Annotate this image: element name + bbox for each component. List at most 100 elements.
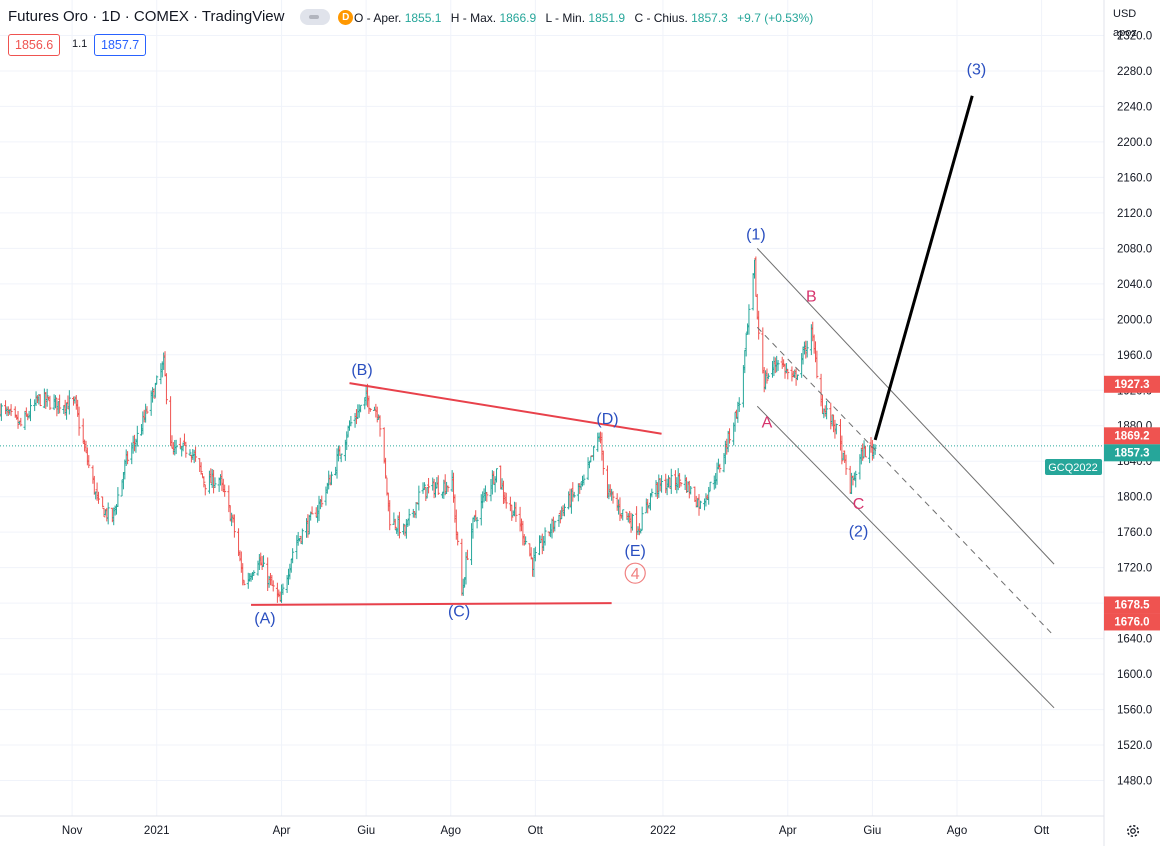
price-label: 1869.2 bbox=[1104, 427, 1160, 445]
ohlc-bar bbox=[524, 536, 528, 545]
wave-label: (A) bbox=[254, 611, 275, 628]
price-tick-label: 1800.0 bbox=[1117, 492, 1152, 504]
eye-icon bbox=[309, 15, 320, 20]
price-labels: 1927.3 1869.2 1857.3 1678.5 1676.0 bbox=[1104, 375, 1160, 631]
wave-label: A bbox=[762, 415, 773, 432]
wave-circle bbox=[624, 562, 646, 584]
trend-lines[interactable] bbox=[251, 95, 1055, 709]
ohlc-bar bbox=[601, 450, 605, 475]
ohlc-bar bbox=[388, 500, 392, 531]
price-tick-label: 2200.0 bbox=[1117, 137, 1152, 149]
ohlc-legend: O - Aper. 1855.1 H - Max. 1866.9 L - Min… bbox=[354, 11, 819, 25]
symbol-text: GCQ2022 bbox=[1048, 462, 1098, 474]
ohlc-bar bbox=[761, 327, 765, 374]
price-label-bg bbox=[1104, 375, 1160, 393]
ohlc-low-value: 1851.9 bbox=[588, 11, 626, 25]
ohlc-bar bbox=[58, 394, 62, 414]
price-tick-label: 2160.0 bbox=[1117, 172, 1152, 184]
ohlc-bar bbox=[29, 398, 33, 422]
ohlc-bar bbox=[184, 441, 188, 458]
ohlc-bar bbox=[485, 492, 489, 502]
ohlc-bar bbox=[38, 394, 42, 407]
ohlc-bar bbox=[242, 580, 246, 586]
ohlc-bar bbox=[475, 516, 479, 529]
visibility-toggle[interactable] bbox=[300, 9, 331, 26]
ohlc-bar bbox=[776, 360, 780, 371]
symbol-title[interactable]: Futures Oro · 1D · COMEX · TradingView bbox=[8, 8, 285, 25]
ohlc-bar bbox=[339, 453, 343, 463]
ohlc-bar bbox=[669, 468, 673, 494]
ohlc-bar bbox=[586, 457, 590, 481]
ohlc-bar bbox=[582, 474, 586, 486]
ohlc-bar bbox=[223, 484, 227, 497]
ohlc-bar bbox=[349, 415, 353, 427]
price-tick-label: 1600.0 bbox=[1117, 669, 1152, 681]
channel-upper bbox=[756, 248, 1055, 565]
symbol-label: GCQ2022 bbox=[1045, 459, 1102, 475]
currency-label[interactable]: USD bbox=[1113, 8, 1137, 20]
triangle-upper bbox=[349, 382, 662, 435]
dividend-badge[interactable]: D bbox=[338, 9, 354, 25]
price-label-text: 1927.3 bbox=[1114, 379, 1149, 391]
ohlc-bar bbox=[728, 428, 732, 444]
price-label-bg bbox=[1104, 444, 1160, 462]
ohlc-bar bbox=[698, 500, 702, 509]
wave-annotations: (A) (B) (C) (D) (E) 4 (1) B A C (2) (3) bbox=[254, 62, 986, 628]
ohlc-low-label: L - Min. bbox=[545, 11, 586, 25]
ohlc-bar bbox=[630, 513, 634, 531]
ohlc-bar bbox=[48, 395, 52, 410]
ohlc-bar bbox=[863, 445, 867, 458]
ohlc-bar bbox=[145, 406, 149, 414]
ohlc-bar bbox=[766, 373, 770, 380]
time-tick-label: Ott bbox=[1034, 825, 1050, 837]
channel-middle bbox=[756, 326, 1055, 637]
ohlc-bar bbox=[174, 439, 178, 455]
wave-label: 4 bbox=[631, 566, 640, 583]
ohlc-bar bbox=[786, 368, 790, 380]
ohlc-bar bbox=[751, 273, 755, 311]
ohlc-bar bbox=[422, 482, 426, 491]
triangle-lower bbox=[251, 602, 612, 606]
time-tick-label: Apr bbox=[273, 825, 291, 837]
ohlc-bar bbox=[427, 477, 431, 494]
price-tick-label: 2080.0 bbox=[1117, 243, 1152, 255]
price-tick-label: 1640.0 bbox=[1117, 634, 1152, 646]
price-label: 1857.3 bbox=[1104, 444, 1160, 462]
price-tick-label: 1760.0 bbox=[1117, 527, 1152, 539]
price-label-bg bbox=[1104, 427, 1160, 445]
sell-price-button[interactable]: 1856.6 bbox=[8, 34, 61, 56]
time-tick-label: Nov bbox=[62, 825, 83, 837]
currency-note[interactable]: apoz bbox=[1113, 27, 1137, 39]
ohlc-close-label: C - Chius. bbox=[634, 11, 688, 25]
price-tick-label: 1520.0 bbox=[1117, 740, 1152, 752]
time-tick-label: Giu bbox=[357, 825, 375, 837]
price-label-text: 1857.3 bbox=[1114, 447, 1149, 459]
price-tick-label: 2000.0 bbox=[1117, 314, 1152, 326]
gear-icon[interactable] bbox=[1124, 822, 1142, 840]
ohlc-bar bbox=[135, 425, 139, 447]
ohlc-high-value: 1866.9 bbox=[499, 11, 537, 25]
ohlc-bar bbox=[795, 374, 799, 381]
buy-price-button[interactable]: 1857.7 bbox=[94, 34, 147, 56]
ohlc-bar bbox=[456, 532, 460, 546]
ohlc-bar bbox=[359, 404, 363, 413]
price-tick-label: 2240.0 bbox=[1117, 101, 1152, 113]
ohlc-open-value: 1855.1 bbox=[404, 11, 442, 25]
ohlc-bar bbox=[199, 462, 203, 475]
time-axis[interactable]: Nov 2021 Apr Giu Ago Ott 2022 Apr Giu Ago Ott bbox=[62, 825, 1050, 837]
price-tick-label: 2280.0 bbox=[1117, 66, 1152, 78]
time-tick-label: Apr bbox=[779, 825, 797, 837]
ohlc-bar bbox=[446, 485, 450, 492]
time-tick-label: Ago bbox=[441, 825, 461, 837]
ohlc-bar bbox=[101, 496, 105, 508]
ohlc-bar bbox=[106, 502, 110, 525]
wave-label: (B) bbox=[351, 362, 372, 379]
ohlc-bar bbox=[529, 547, 533, 560]
ohlc-bar bbox=[102, 507, 106, 518]
price-axis[interactable]: 1480.01520.01560.01600.01640.01680.01720… bbox=[1117, 30, 1152, 787]
ohlc-bar bbox=[689, 485, 693, 495]
price-bars bbox=[0, 256, 877, 603]
ohlc-bar bbox=[329, 471, 333, 485]
time-tick-label: Ago bbox=[947, 825, 967, 837]
